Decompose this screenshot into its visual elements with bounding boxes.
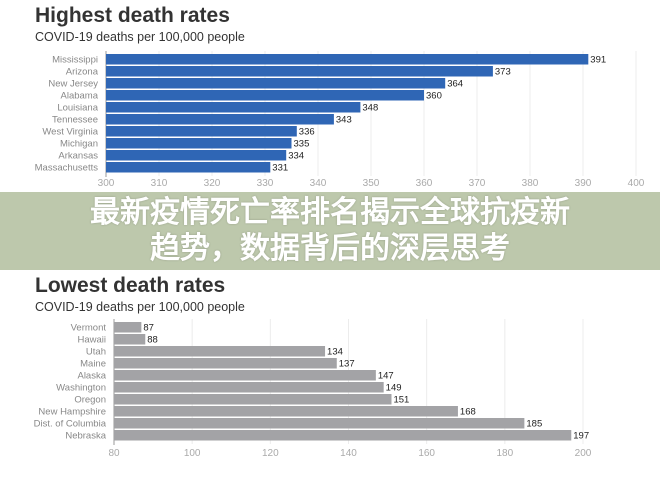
value-label: 185 [526, 419, 542, 430]
value-label: 364 [447, 79, 463, 90]
top-chart-subtitle: COVID-19 deaths per 100,000 people [35, 30, 245, 44]
category-label: Utah [86, 347, 106, 358]
category-label: Louisiana [57, 103, 98, 114]
value-label: 197 [573, 431, 589, 442]
category-label: Washington [56, 383, 106, 394]
bar [106, 90, 424, 101]
value-label: 151 [393, 395, 409, 406]
category-label: Massachusetts [35, 163, 99, 174]
tick-label: 80 [108, 448, 120, 459]
tick-label: 320 [204, 178, 221, 189]
bar [106, 162, 271, 173]
tick-label: 340 [310, 178, 327, 189]
bar [106, 78, 446, 89]
bottom-chart-subtitle: COVID-19 deaths per 100,000 people [35, 300, 245, 314]
value-label: 87 [143, 323, 154, 334]
category-label: Mississippi [52, 55, 98, 66]
bar [106, 138, 292, 149]
category-label: Vermont [71, 323, 107, 334]
tick-label: 390 [575, 178, 592, 189]
tick-label: 360 [416, 178, 433, 189]
value-label: 149 [386, 383, 402, 394]
bar [114, 346, 326, 357]
tick-label: 140 [340, 448, 357, 459]
category-label: Dist. of Columbia [34, 419, 107, 430]
tick-label: 160 [418, 448, 435, 459]
value-label: 168 [460, 407, 476, 418]
tick-label: 330 [257, 178, 274, 189]
value-label: 147 [378, 371, 394, 382]
bar [106, 102, 361, 113]
tick-label: 200 [575, 448, 592, 459]
value-label: 348 [362, 103, 378, 114]
category-label: Nebraska [65, 431, 106, 442]
category-label: Michigan [60, 139, 98, 150]
value-label: 391 [590, 55, 606, 66]
tick-label: 310 [151, 178, 168, 189]
category-label: Alaska [77, 371, 106, 382]
value-label: 360 [426, 91, 442, 102]
value-label: 331 [272, 163, 288, 174]
value-label: 334 [288, 151, 304, 162]
tick-label: 350 [363, 178, 380, 189]
value-label: 335 [294, 139, 310, 150]
category-label: Alabama [61, 91, 99, 102]
bar [114, 370, 376, 381]
bar [114, 382, 384, 393]
tick-label: 100 [184, 448, 201, 459]
tick-label: 120 [262, 448, 279, 459]
bar [106, 66, 493, 77]
tick-label: 370 [469, 178, 486, 189]
bar [114, 322, 142, 333]
category-label: New Jersey [48, 79, 98, 90]
bar [106, 126, 297, 137]
category-label: West Virginia [42, 127, 98, 138]
overlay-banner: 最新疫情死亡率排名揭示全球抗疫新 趋势，数据背后的深层思考 [0, 192, 660, 270]
bar [114, 406, 458, 417]
category-label: New Hampshire [38, 407, 106, 418]
category-label: Arkansas [58, 151, 98, 162]
category-label: Oregon [74, 395, 106, 406]
tick-label: 380 [522, 178, 539, 189]
value-label: 373 [495, 67, 511, 78]
value-label: 336 [299, 127, 315, 138]
value-label: 88 [147, 335, 158, 346]
value-label: 134 [327, 347, 343, 358]
bar [114, 358, 337, 369]
value-label: 343 [336, 115, 352, 126]
category-label: Tennessee [52, 115, 98, 126]
category-label: Maine [80, 359, 106, 370]
bar [114, 394, 392, 405]
category-label: Arizona [66, 67, 99, 78]
tick-label: 180 [496, 448, 513, 459]
value-label: 137 [339, 359, 355, 370]
bottom-chart-title: Lowest death rates [35, 274, 226, 297]
overlay-line-1: 最新疫情死亡率排名揭示全球抗疫新 [90, 195, 570, 230]
overlay-line-2: 趋势，数据背后的深层思考 [150, 231, 510, 266]
category-label: Hawaii [77, 335, 106, 346]
bar [114, 430, 572, 441]
top-chart-title: Highest death rates [35, 4, 230, 27]
tick-label: 400 [628, 178, 645, 189]
bar [114, 334, 146, 345]
bar [106, 150, 287, 161]
bar [106, 54, 589, 65]
tick-label: 300 [98, 178, 115, 189]
bar [114, 418, 525, 429]
bar [106, 114, 334, 125]
